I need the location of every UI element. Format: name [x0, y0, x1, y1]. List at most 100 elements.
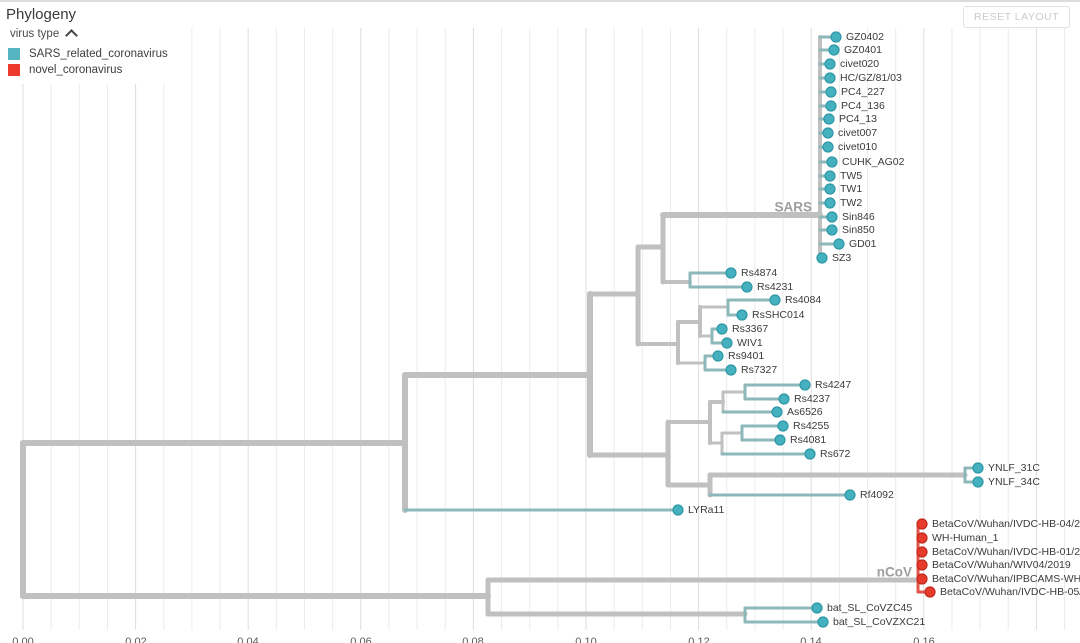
leaf-label[interactable]: Rs4237	[794, 393, 830, 405]
leaf-label[interactable]: Sin850	[842, 224, 875, 236]
leaf-label[interactable]: Rs4084	[785, 294, 821, 306]
legend-toggle[interactable]: virus type	[8, 26, 168, 46]
leaf-node[interactable]	[972, 462, 984, 474]
leaf-label[interactable]: Rs9401	[728, 350, 764, 362]
leaf-label[interactable]: LYRa11	[688, 504, 725, 516]
leaf-node[interactable]	[741, 281, 753, 293]
leaf-label[interactable]: WIV1	[737, 337, 763, 349]
axis-tick-label: 0.00	[12, 636, 33, 643]
clade-label: SARS	[774, 200, 812, 215]
leaf-label[interactable]: Rs4247	[815, 379, 851, 391]
legend-item-ncov[interactable]: novel_coronavirus	[8, 62, 168, 78]
leaf-label[interactable]: Rs672	[820, 448, 851, 460]
leaf-label[interactable]: PC4_227	[841, 86, 885, 98]
leaf-node[interactable]	[824, 183, 836, 195]
leaf-node[interactable]	[774, 434, 786, 446]
leaf-label[interactable]: Rs4081	[790, 434, 826, 446]
ncov-color-swatch	[8, 64, 20, 76]
leaf-node[interactable]	[824, 197, 836, 209]
leaf-label[interactable]: SZ3	[832, 252, 851, 264]
leaf-node[interactable]	[824, 170, 836, 182]
leaf-label[interactable]: BetaCoV/Wuhan/IPBCAMS-WH-01/2	[932, 573, 1080, 585]
axis-tick-label: 0.10	[575, 636, 596, 643]
axis-tick-label: 0.04	[237, 636, 258, 643]
leaf-label[interactable]: Rs4255	[793, 420, 829, 432]
leaf-node[interactable]	[824, 72, 836, 84]
leaf-node[interactable]	[778, 393, 790, 405]
leaf-label[interactable]: PC4_136	[841, 100, 885, 112]
leaf-label[interactable]: Rs4874	[741, 267, 777, 279]
leaf-node[interactable]	[823, 113, 835, 125]
leaf-label[interactable]: Rs3367	[732, 323, 768, 335]
leaf-node[interactable]	[736, 309, 748, 321]
legend-title: virus type	[10, 28, 60, 40]
leaf-label[interactable]: TW2	[840, 197, 862, 209]
leaf-node[interactable]	[824, 58, 836, 70]
leaf-node[interactable]	[672, 504, 684, 516]
leaf-node[interactable]	[804, 448, 816, 460]
leaf-node[interactable]	[822, 141, 834, 153]
leaf-node[interactable]	[830, 31, 842, 43]
leaf-label[interactable]: As6526	[787, 406, 823, 418]
leaf-node[interactable]	[826, 224, 838, 236]
leaf-label[interactable]: bat_SL_CoVZC45	[827, 602, 912, 614]
leaf-node[interactable]	[822, 127, 834, 139]
leaf-label[interactable]: BetaCoV/Wuhan/IVDC-HB-01/2019	[932, 546, 1080, 558]
leaf-label[interactable]: CUHK_AG02	[842, 156, 905, 168]
leaf-node[interactable]	[721, 337, 733, 349]
leaf-node[interactable]	[725, 364, 737, 376]
leaf-label[interactable]: TW1	[840, 183, 862, 195]
reset-layout-button[interactable]: RESET LAYOUT	[963, 6, 1070, 28]
leaf-node[interactable]	[924, 586, 936, 598]
leaf-label[interactable]: BetaCoV/Wuhan/WIV04/2019	[932, 559, 1071, 571]
leaf-label[interactable]: PC4_13	[839, 113, 877, 125]
leaf-label[interactable]: YNLF_31C	[988, 462, 1040, 474]
leaf-node[interactable]	[972, 476, 984, 488]
leaf-label[interactable]: HC/GZ/81/03	[840, 72, 902, 84]
leaf-label[interactable]: bat_SL_CoVZXC21	[833, 616, 925, 628]
leaf-label[interactable]: Sin846	[842, 211, 875, 223]
leaf-label[interactable]: civet007	[838, 127, 877, 139]
leaf-label[interactable]: Rs4231	[757, 281, 793, 293]
leaf-node[interactable]	[811, 602, 823, 614]
sars-color-swatch	[8, 48, 20, 60]
leaf-label[interactable]: civet020	[840, 58, 879, 70]
leaf-node[interactable]	[817, 616, 829, 628]
leaf-node[interactable]	[916, 532, 928, 544]
leaf-label[interactable]: WH-Human_1	[932, 532, 999, 544]
leaf-node[interactable]	[725, 267, 737, 279]
leaf-node[interactable]	[777, 420, 789, 432]
leaf-node[interactable]	[828, 44, 840, 56]
leaf-node[interactable]	[799, 379, 811, 391]
leaf-label[interactable]: GZ0402	[846, 31, 884, 43]
leaf-node[interactable]	[916, 573, 928, 585]
leaf-node[interactable]	[825, 86, 837, 98]
leaf-label[interactable]: TW5	[840, 170, 862, 182]
leaf-node[interactable]	[825, 100, 837, 112]
leaf-label[interactable]: YNLF_34C	[988, 476, 1040, 488]
axis-tick-label: 0.06	[350, 636, 371, 643]
leaf-label[interactable]: GD01	[849, 238, 877, 250]
leaf-node[interactable]	[826, 156, 838, 168]
leaf-node[interactable]	[771, 406, 783, 418]
leaf-node[interactable]	[816, 252, 828, 264]
leaf-label[interactable]: RsSHC014	[752, 309, 805, 321]
leaf-node[interactable]	[916, 518, 928, 530]
leaf-label[interactable]: BetaCoV/Wuhan/IVDC-HB-04/2020	[932, 518, 1080, 530]
leaf-node[interactable]	[826, 211, 838, 223]
leaf-node[interactable]	[916, 559, 928, 571]
leaf-node[interactable]	[844, 489, 856, 501]
leaf-label[interactable]: civet010	[838, 141, 877, 153]
leaf-label[interactable]: BetaCoV/Wuhan/IVDC-HB-05/2019	[940, 586, 1080, 598]
leaf-node[interactable]	[833, 238, 845, 250]
leaf-label[interactable]: Rs7327	[741, 364, 777, 376]
leaf-node[interactable]	[712, 350, 724, 362]
leaf-label[interactable]: Rf4092	[860, 489, 894, 501]
leaf-label[interactable]: GZ0401	[844, 44, 882, 56]
leaf-node[interactable]	[916, 546, 928, 558]
legend-item-sars[interactable]: SARS_related_coronavirus	[8, 46, 168, 62]
leaf-node[interactable]	[769, 294, 781, 306]
leaf-node[interactable]	[716, 323, 728, 335]
